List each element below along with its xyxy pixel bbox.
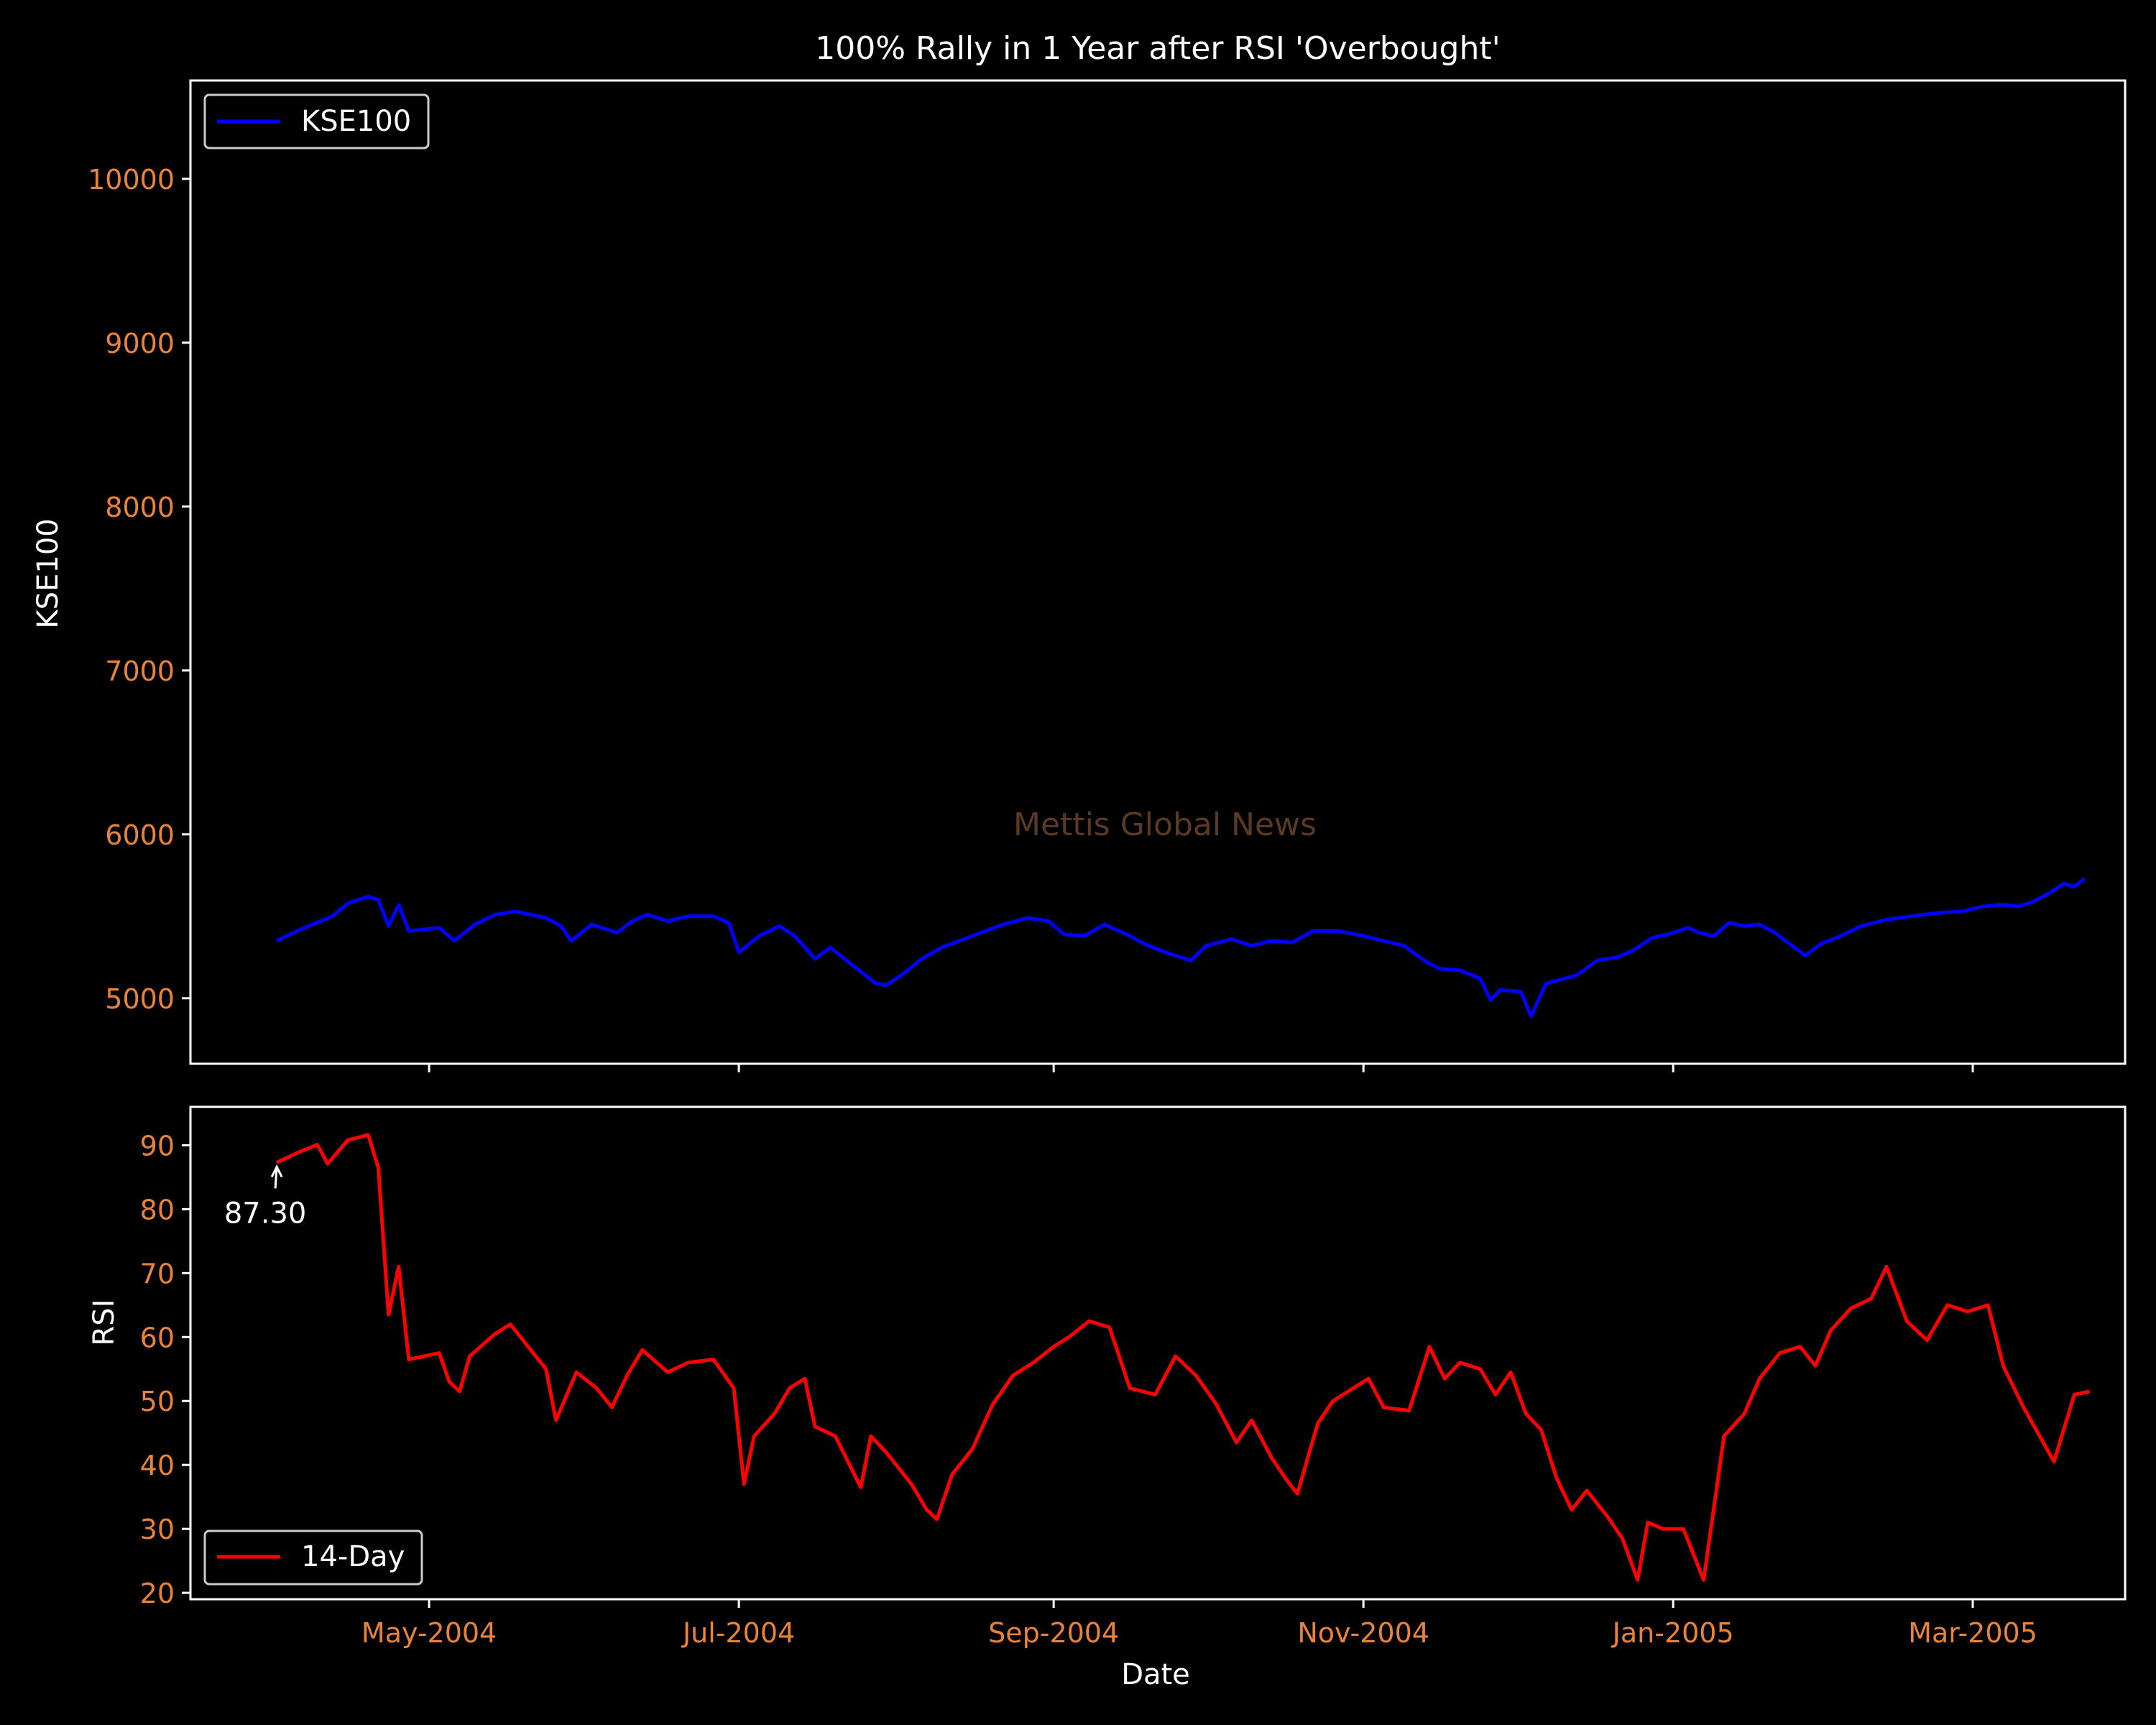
kse100-y-axis: 5000 6000 7000 8000 9000 10000 xyxy=(88,164,190,1015)
rsi-y-tick-label: 60 xyxy=(140,1322,175,1353)
kse100-legend-label: KSE100 xyxy=(301,105,411,138)
chart-title: 100% Rally in 1 Year after RSI 'Overboug… xyxy=(815,30,1500,67)
rsi-annotation-arrow xyxy=(274,1167,278,1189)
rsi-y-tick-label: 90 xyxy=(140,1130,175,1162)
kse100-y-tick-label: 9000 xyxy=(105,328,175,359)
rsi-y-tick-label: 70 xyxy=(140,1258,175,1289)
x-tick-label: May-2004 xyxy=(361,1617,497,1649)
kse100-watermark: Mettis Global News xyxy=(1013,806,1317,843)
rsi-y-axis-label: RSI xyxy=(88,1300,121,1346)
rsi-axes-frame xyxy=(189,1105,2127,1601)
rsi-annotation: 87.30 xyxy=(224,1164,307,1230)
rsi-y-tick-label: 40 xyxy=(140,1450,175,1481)
kse100-series-line xyxy=(276,877,2086,1018)
kse100-panel: Mettis Global News 5000 6000 7000 8000 9000 1… xyxy=(32,79,2127,1072)
kse100-x-axis xyxy=(428,1064,1974,1072)
x-tick-label: Sep-2004 xyxy=(988,1617,1119,1649)
rsi-legend: 14-Day xyxy=(203,1530,423,1586)
rsi-legend-box xyxy=(203,1530,423,1586)
kse100-y-tick-label: 8000 xyxy=(105,492,175,523)
x-tick-label: Jul-2004 xyxy=(681,1617,795,1649)
kse100-legend: KSE100 xyxy=(203,93,430,150)
kse100-axes-frame xyxy=(189,79,2127,1065)
rsi-annotation-label: 87.30 xyxy=(224,1197,307,1230)
kse100-legend-box xyxy=(203,93,430,150)
rsi-panel: 20 30 40 50 60 70 80 90 May-2004 Jul-2004 Sep-200… xyxy=(88,1105,2127,1649)
x-tick-label: Jan-2005 xyxy=(1611,1617,1734,1649)
rsi-y-tick-label: 80 xyxy=(140,1194,175,1225)
rsi-series-line xyxy=(276,1133,2091,1582)
rsi-legend-label: 14-Day xyxy=(301,1540,405,1573)
kse100-y-axis-label: KSE100 xyxy=(32,518,65,628)
x-tick-label: Mar-2005 xyxy=(1908,1617,2037,1649)
rsi-annotation-arrowhead xyxy=(270,1164,283,1178)
rsi-x-axis: May-2004 Jul-2004 Sep-2004 Nov-2004 Jan-2005… xyxy=(361,1599,2037,1649)
x-tick-label: Nov-2004 xyxy=(1297,1617,1429,1649)
kse100-y-tick-label: 10000 xyxy=(88,164,175,196)
rsi-y-tick-label: 50 xyxy=(140,1386,175,1417)
rsi-y-axis: 20 30 40 50 60 70 80 90 xyxy=(140,1130,190,1609)
rsi-y-tick-label: 30 xyxy=(140,1514,175,1545)
rsi-y-tick-label: 20 xyxy=(140,1578,175,1609)
kse100-y-tick-label: 5000 xyxy=(105,983,175,1015)
kse100-y-tick-label: 7000 xyxy=(105,656,175,687)
x-axis-label: Date xyxy=(1121,1658,1190,1691)
kse100-y-tick-label: 6000 xyxy=(105,819,175,851)
